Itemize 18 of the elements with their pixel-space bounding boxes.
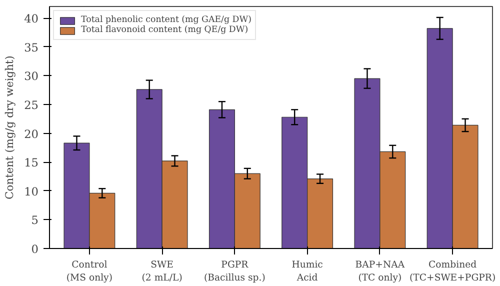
- x-tick-label: Control (MS only): [66, 260, 112, 284]
- y-tick-label: 15: [24, 156, 39, 170]
- y-tick-label: 30: [24, 69, 39, 84]
- y-tick-label: 20: [24, 126, 39, 141]
- y-tick-label: 0: [31, 242, 39, 256]
- y-axis-title: Content (mg/g dry weight): [3, 56, 16, 200]
- x-tick-label: BAP+NAA (TC only): [355, 260, 405, 284]
- x-tick-label: Humic Acid: [292, 260, 323, 284]
- x-tick-label: PGPR (Bacillus sp.): [204, 260, 266, 284]
- y-tick-label: 35: [24, 40, 39, 54]
- y-tick-label: 10: [24, 184, 39, 198]
- legend-label: Total phenolic content (mg GAE/g DW): [81, 15, 252, 25]
- y-tick-label: 25: [24, 98, 39, 112]
- x-tick-label: SWE (2 mL/L): [142, 260, 182, 284]
- y-tick-label: 40: [24, 12, 39, 26]
- legend-label: Total flavonoid content (mg QE/g DW): [81, 25, 248, 35]
- y-tick-label: 5: [31, 213, 39, 228]
- x-tick-label: Combined (TC+SWE+PGPR): [410, 260, 496, 284]
